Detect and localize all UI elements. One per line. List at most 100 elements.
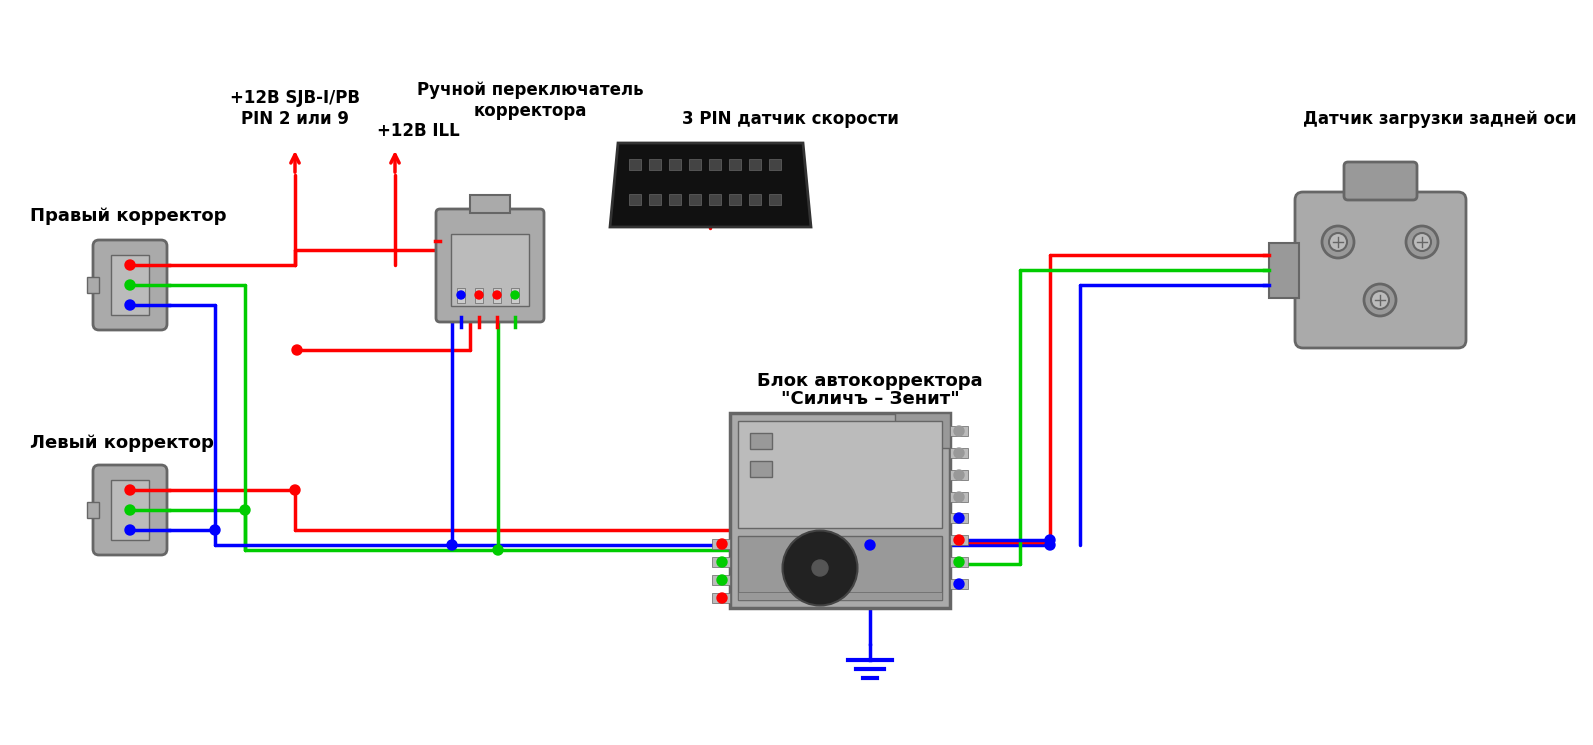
- Bar: [738, 592, 941, 600]
- Circle shape: [290, 485, 299, 495]
- Bar: [709, 159, 722, 170]
- Circle shape: [954, 492, 964, 502]
- Circle shape: [124, 260, 135, 270]
- Bar: [511, 288, 519, 303]
- Circle shape: [124, 300, 135, 310]
- FancyBboxPatch shape: [1344, 162, 1418, 200]
- Ellipse shape: [782, 530, 857, 606]
- Bar: [949, 513, 969, 523]
- Bar: [492, 288, 502, 303]
- FancyBboxPatch shape: [92, 465, 167, 555]
- Bar: [738, 421, 941, 528]
- Circle shape: [954, 579, 964, 589]
- Bar: [690, 194, 701, 205]
- Circle shape: [717, 539, 726, 549]
- Circle shape: [954, 513, 964, 523]
- Polygon shape: [610, 143, 811, 227]
- Text: Левый корректор: Левый корректор: [30, 434, 213, 452]
- Bar: [949, 448, 969, 458]
- Circle shape: [1322, 226, 1354, 258]
- Circle shape: [865, 540, 875, 550]
- Circle shape: [210, 525, 220, 535]
- Circle shape: [717, 593, 726, 603]
- Circle shape: [812, 560, 828, 576]
- Bar: [949, 579, 969, 589]
- Bar: [750, 433, 773, 449]
- Text: Правый корректор: Правый корректор: [30, 207, 226, 225]
- Bar: [738, 536, 941, 600]
- Circle shape: [448, 540, 457, 550]
- Text: Ручной переключатель
корректора: Ручной переключатель корректора: [417, 81, 644, 120]
- FancyBboxPatch shape: [1295, 192, 1466, 348]
- Bar: [88, 502, 99, 518]
- Text: +12B ILL: +12B ILL: [376, 122, 459, 140]
- Circle shape: [511, 291, 519, 299]
- Bar: [949, 492, 969, 502]
- Bar: [451, 234, 529, 306]
- Text: Датчик загрузки задней оси: Датчик загрузки задней оси: [1303, 110, 1577, 128]
- Bar: [712, 575, 730, 585]
- Circle shape: [954, 557, 964, 567]
- Bar: [949, 535, 969, 545]
- Bar: [749, 159, 761, 170]
- Circle shape: [717, 557, 726, 567]
- Bar: [669, 194, 680, 205]
- Circle shape: [1364, 284, 1395, 316]
- Bar: [669, 159, 680, 170]
- Text: "Силичъ – Зенит": "Силичъ – Зенит": [781, 390, 959, 408]
- Bar: [457, 288, 465, 303]
- Circle shape: [292, 345, 303, 355]
- FancyBboxPatch shape: [92, 240, 167, 330]
- Circle shape: [1045, 540, 1055, 550]
- Bar: [730, 194, 741, 205]
- Bar: [769, 159, 781, 170]
- Text: Блок автокорректора: Блок автокорректора: [757, 372, 983, 390]
- Bar: [88, 277, 99, 293]
- Circle shape: [124, 525, 135, 535]
- Circle shape: [1372, 291, 1389, 309]
- Circle shape: [954, 426, 964, 436]
- Circle shape: [457, 291, 465, 299]
- Bar: [949, 470, 969, 480]
- Circle shape: [954, 535, 964, 545]
- Bar: [690, 159, 701, 170]
- Bar: [475, 288, 483, 303]
- Circle shape: [954, 448, 964, 458]
- Circle shape: [1407, 226, 1438, 258]
- Bar: [1270, 243, 1298, 298]
- Bar: [648, 194, 661, 205]
- Bar: [949, 426, 969, 436]
- Circle shape: [1329, 233, 1348, 251]
- Bar: [730, 413, 949, 608]
- Circle shape: [1045, 535, 1055, 545]
- Bar: [470, 195, 510, 213]
- Bar: [949, 557, 969, 567]
- Bar: [629, 194, 640, 205]
- Bar: [112, 480, 150, 540]
- Bar: [709, 194, 722, 205]
- Text: +12B SJB-I/PB
PIN 2 или 9: +12B SJB-I/PB PIN 2 или 9: [229, 89, 360, 128]
- Bar: [750, 461, 773, 477]
- Circle shape: [717, 575, 726, 585]
- Bar: [112, 255, 150, 315]
- Bar: [712, 557, 730, 567]
- Circle shape: [124, 505, 135, 515]
- Circle shape: [492, 545, 503, 555]
- Bar: [712, 593, 730, 603]
- Circle shape: [124, 280, 135, 290]
- Bar: [895, 413, 949, 448]
- Bar: [648, 159, 661, 170]
- FancyBboxPatch shape: [436, 209, 543, 322]
- Circle shape: [492, 291, 502, 299]
- Circle shape: [241, 505, 250, 515]
- Text: 3 PIN датчик скорости: 3 PIN датчик скорости: [682, 110, 898, 128]
- Bar: [749, 194, 761, 205]
- Bar: [629, 159, 640, 170]
- Circle shape: [954, 470, 964, 480]
- Circle shape: [124, 485, 135, 495]
- Circle shape: [475, 291, 483, 299]
- Bar: [712, 539, 730, 549]
- Circle shape: [1413, 233, 1431, 251]
- Bar: [730, 159, 741, 170]
- Bar: [769, 194, 781, 205]
